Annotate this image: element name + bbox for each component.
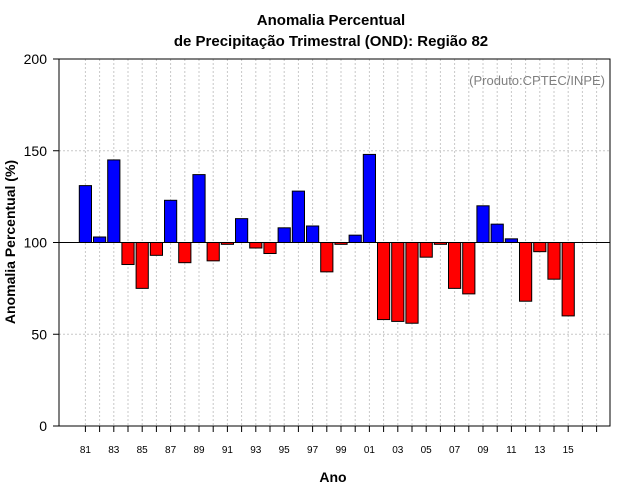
bar-81 xyxy=(78,185,93,244)
x-tick-label-15: 15 xyxy=(563,445,575,456)
x-axis-label: Ano xyxy=(319,469,346,485)
x-tick-label-97: 97 xyxy=(307,445,319,456)
bars-group xyxy=(78,153,575,324)
bar-13 xyxy=(533,242,547,253)
x-tick-label-89: 89 xyxy=(193,445,205,456)
chart-title-line2: de Precipitação Trimestral (OND): Região… xyxy=(174,33,488,50)
x-tick-label-85: 85 xyxy=(137,445,149,456)
x-tick-label-93: 93 xyxy=(250,445,262,456)
bar-84 xyxy=(121,242,135,266)
x-tick-label-09: 09 xyxy=(477,445,489,456)
bar-08 xyxy=(462,242,476,295)
y-tick-label-50: 50 xyxy=(31,326,47,342)
source-annotation: (Produto:CPTEC/INPE) xyxy=(469,73,605,88)
bar-97 xyxy=(306,225,320,243)
y-axis: 0 50 100 150 200 xyxy=(24,51,59,434)
bar-09 xyxy=(476,205,490,244)
x-tick-label-01: 01 xyxy=(364,445,376,456)
bar-01 xyxy=(362,153,376,243)
bar-93 xyxy=(249,242,263,249)
x-tick-label-07: 07 xyxy=(449,445,461,456)
bar-96 xyxy=(291,190,305,243)
bar-14 xyxy=(547,242,561,280)
x-axis: 81 83 85 87 89 91 93 95 97 99 01 03 05 07 09 11 13 15 xyxy=(80,426,598,456)
x-tick-label-11: 11 xyxy=(506,445,517,456)
bar-85 xyxy=(135,242,149,289)
bar-98 xyxy=(320,242,334,273)
y-tick-label-100: 100 xyxy=(24,235,48,251)
x-tick-label-87: 87 xyxy=(165,445,177,456)
grid-lines xyxy=(59,59,610,426)
bar-11 xyxy=(504,238,518,244)
bar-87 xyxy=(164,199,178,243)
y-axis-label: Anomalia Percentual (%) xyxy=(2,160,18,324)
bar-10 xyxy=(490,223,504,243)
bar-83 xyxy=(107,159,121,243)
bar-90 xyxy=(206,242,220,262)
bar-86 xyxy=(149,242,164,256)
bar-89 xyxy=(192,174,206,243)
bar-82 xyxy=(93,236,107,243)
bar-03 xyxy=(391,242,405,322)
bar-05 xyxy=(419,242,433,258)
x-tick-label-13: 13 xyxy=(534,445,546,456)
bar-04 xyxy=(405,242,419,324)
x-tick-label-03: 03 xyxy=(392,445,404,456)
bar-00 xyxy=(348,234,362,244)
x-tick-label-05: 05 xyxy=(421,445,433,456)
bar-02 xyxy=(377,242,391,321)
y-tick-label-200: 200 xyxy=(24,51,48,67)
bar-12 xyxy=(519,242,533,302)
x-tick-label-91: 91 xyxy=(222,445,234,456)
y-tick-label-150: 150 xyxy=(24,143,48,159)
x-tick-label-81: 81 xyxy=(80,445,92,456)
x-tick-label-83: 83 xyxy=(108,445,120,456)
y-tick-label-0: 0 xyxy=(39,418,47,434)
chart-title-line1: Anomalia Percentual xyxy=(257,12,405,29)
x-tick-label-95: 95 xyxy=(279,445,291,456)
x-tick-label-99: 99 xyxy=(335,445,347,456)
bar-94 xyxy=(263,242,277,255)
bar-88 xyxy=(178,242,192,264)
bar-95 xyxy=(277,227,291,244)
bar-92 xyxy=(235,218,249,244)
bar-15 xyxy=(561,242,575,317)
bar-07 xyxy=(448,242,462,289)
